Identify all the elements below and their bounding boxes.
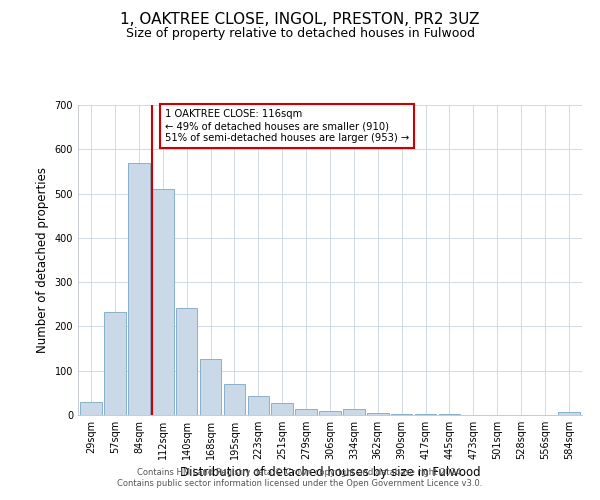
Bar [128,162,149,415]
Bar [80,402,102,415]
Bar [248,396,269,415]
Text: 1 OAKTREE CLOSE: 116sqm
← 49% of detached houses are smaller (910)
51% of semi-d: 1 OAKTREE CLOSE: 116sqm ← 49% of detache… [165,110,409,142]
Y-axis label: Number of detached properties: Number of detached properties [36,167,49,353]
Bar [200,359,221,415]
Bar [367,413,389,415]
Text: 1, OAKTREE CLOSE, INGOL, PRESTON, PR2 3UZ: 1, OAKTREE CLOSE, INGOL, PRESTON, PR2 3U… [120,12,480,28]
Bar [319,410,341,415]
Text: Contains HM Land Registry data © Crown copyright and database right 2024.
Contai: Contains HM Land Registry data © Crown c… [118,468,482,487]
Bar [558,412,580,415]
Bar [104,312,126,415]
Bar [439,414,460,415]
Text: Size of property relative to detached houses in Fulwood: Size of property relative to detached ho… [125,28,475,40]
Bar [224,384,245,415]
Bar [295,409,317,415]
Bar [152,189,173,415]
Bar [176,308,197,415]
Bar [343,409,365,415]
Bar [391,414,412,415]
X-axis label: Distribution of detached houses by size in Fulwood: Distribution of detached houses by size … [179,466,481,479]
Bar [271,403,293,415]
Bar [415,414,436,415]
